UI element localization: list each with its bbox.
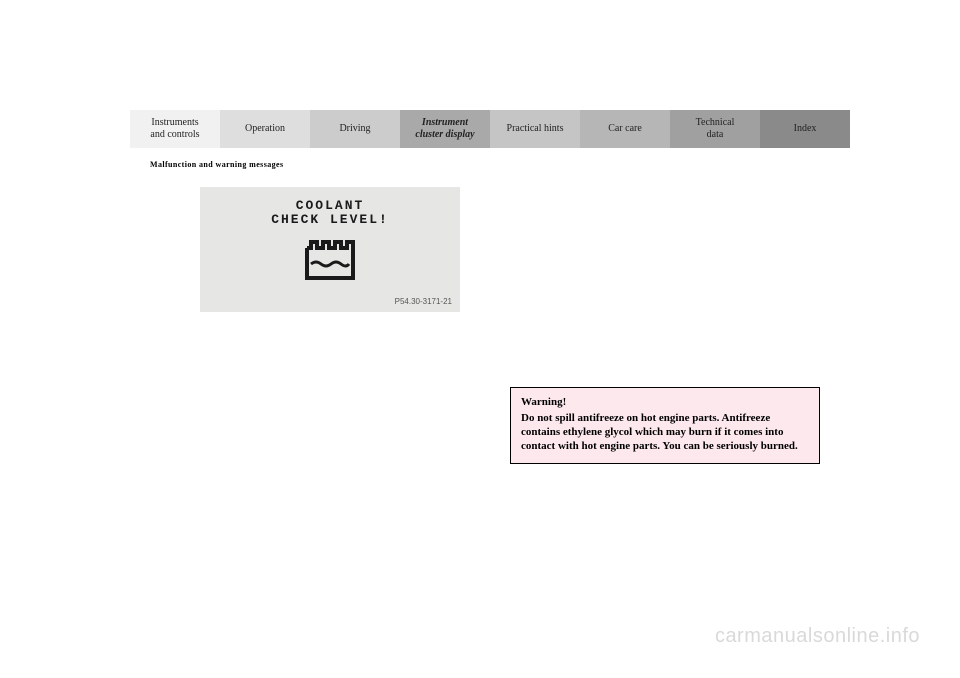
right-column: Warning! Do not spill antifreeze on hot … xyxy=(490,187,850,464)
tab-technical-data[interactable]: Technicaldata xyxy=(670,110,760,148)
tab-label: Technicaldata xyxy=(696,117,735,141)
nav-tabs: Instrumentsand controls Operation Drivin… xyxy=(130,110,850,148)
manual-page: Instrumentsand controls Operation Drivin… xyxy=(130,110,850,464)
tab-driving[interactable]: Driving xyxy=(310,110,400,148)
section-heading: Malfunction and warning messages xyxy=(150,160,850,169)
tab-label: Driving xyxy=(339,123,370,135)
left-column: COOLANT CHECK LEVEL! P54.30-3171-21 xyxy=(130,187,490,464)
part-number: P54.30-3171-21 xyxy=(395,297,452,306)
tab-label: Practical hints xyxy=(507,123,564,135)
tab-label: Instrumentsand controls xyxy=(150,117,199,141)
tab-label: Instrumentcluster display xyxy=(415,117,474,141)
display-line-1: COOLANT xyxy=(296,199,365,213)
tab-index[interactable]: Index xyxy=(760,110,850,148)
warning-title: Warning! xyxy=(521,396,809,408)
tab-instruments-controls[interactable]: Instrumentsand controls xyxy=(130,110,220,148)
warning-box: Warning! Do not spill antifreeze on hot … xyxy=(510,387,820,464)
tab-label: Car care xyxy=(608,123,642,135)
tab-label: Index xyxy=(794,123,817,135)
warning-body: Do not spill antifreeze on hot engine pa… xyxy=(521,412,809,453)
tab-practical-hints[interactable]: Practical hints xyxy=(490,110,580,148)
tab-label: Operation xyxy=(245,123,285,135)
display-line-2: CHECK LEVEL! xyxy=(271,213,389,227)
watermark: carmanualsonline.info xyxy=(715,625,920,648)
cluster-display-panel: COOLANT CHECK LEVEL! P54.30-3171-21 xyxy=(200,187,460,312)
coolant-icon xyxy=(301,234,359,289)
tab-car-care[interactable]: Car care xyxy=(580,110,670,148)
tab-instrument-cluster[interactable]: Instrumentcluster display xyxy=(400,110,490,148)
tab-operation[interactable]: Operation xyxy=(220,110,310,148)
content-columns: COOLANT CHECK LEVEL! P54.30-3171-21 Warn… xyxy=(130,187,850,464)
